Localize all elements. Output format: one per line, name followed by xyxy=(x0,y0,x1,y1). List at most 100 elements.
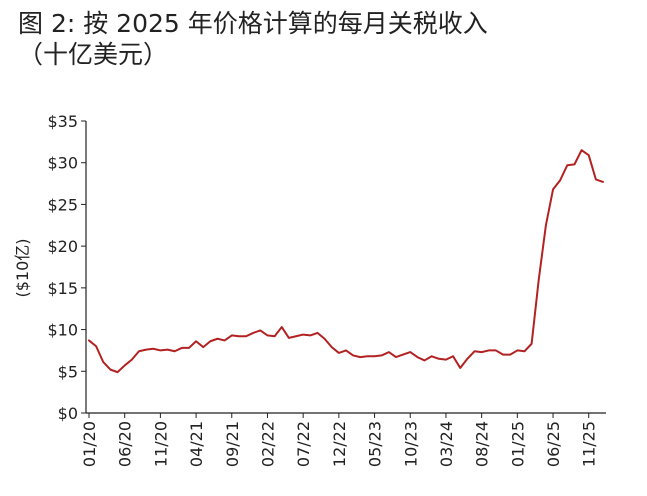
data-point xyxy=(595,178,597,180)
data-point xyxy=(302,333,304,336)
data-point xyxy=(259,329,261,332)
data-point xyxy=(281,326,283,328)
data-point xyxy=(88,339,90,342)
data-point xyxy=(345,349,347,352)
x-tick-label: 07/22 xyxy=(294,421,313,467)
data-point xyxy=(245,335,247,337)
data-point xyxy=(95,345,97,347)
data-point xyxy=(409,351,411,353)
x-tick-label: 05/23 xyxy=(366,421,385,467)
data-point xyxy=(545,224,547,226)
data-point xyxy=(481,351,483,353)
data-point xyxy=(338,352,340,354)
data-point xyxy=(116,371,119,373)
y-tick-label: $5 xyxy=(58,362,78,381)
data-point xyxy=(431,355,433,357)
x-tick-label: 06/20 xyxy=(116,421,135,467)
data-point xyxy=(388,351,390,353)
y-tick-label: $30 xyxy=(47,154,78,173)
data-point xyxy=(216,338,219,340)
data-point xyxy=(174,350,176,352)
data-point xyxy=(423,359,426,362)
x-tick-label: 12/22 xyxy=(330,421,349,467)
y-axis-label: ($10亿) xyxy=(13,238,32,297)
data-point xyxy=(231,334,233,337)
data-point xyxy=(366,355,369,357)
data-point xyxy=(359,356,361,358)
data-point xyxy=(502,354,504,356)
data-point xyxy=(373,355,376,357)
y-tick-label: $35 xyxy=(47,112,78,131)
x-tick-label: 01/25 xyxy=(508,421,527,467)
x-tick-label: 01/20 xyxy=(80,421,99,467)
x-tick-label: 10/23 xyxy=(401,421,420,467)
data-point xyxy=(566,164,568,166)
data-point xyxy=(531,343,533,345)
data-point xyxy=(188,347,190,349)
x-tick-label: 03/24 xyxy=(437,421,456,467)
data-point xyxy=(181,347,183,349)
data-point xyxy=(402,354,404,356)
data-point xyxy=(266,334,269,337)
data-point xyxy=(124,364,126,367)
series-layer xyxy=(88,149,604,374)
data-point xyxy=(381,354,383,357)
data-point xyxy=(495,349,497,352)
x-tick-label: 02/22 xyxy=(258,421,277,467)
x-tick-label: 04/21 xyxy=(187,421,206,467)
data-point xyxy=(224,339,226,342)
y-tick-label: $0 xyxy=(58,404,78,423)
data-point xyxy=(445,359,447,361)
data-point xyxy=(309,334,311,337)
data-point xyxy=(523,350,526,352)
data-point xyxy=(452,355,454,357)
chart-title: 图 2: 按 2025 年价格计算的每月关税收入 （十亿美元） xyxy=(18,8,638,70)
x-axis: 01/20 06/20 11/20 04/21 09/21 02/22 07/22 12/22… xyxy=(80,412,606,467)
data-point xyxy=(159,349,161,352)
data-point xyxy=(274,335,276,337)
data-point xyxy=(509,354,511,356)
data-point xyxy=(102,361,104,363)
data-point xyxy=(352,354,354,357)
chart-title-line-2: （十亿美元） xyxy=(18,40,169,69)
data-point xyxy=(438,358,440,360)
x-tick-label: 06/25 xyxy=(544,421,563,467)
y-tick-label: $15 xyxy=(47,279,78,298)
data-point xyxy=(466,358,468,360)
data-point xyxy=(109,369,112,371)
y-tick-label: $25 xyxy=(47,195,78,214)
data-point xyxy=(416,356,418,358)
data-point xyxy=(131,359,133,361)
data-point xyxy=(473,350,476,352)
data-point xyxy=(580,149,583,151)
data-point xyxy=(252,332,254,334)
data-point xyxy=(559,179,561,181)
data-point xyxy=(138,350,140,352)
chart-title-line-1: 图 2: 按 2025 年价格计算的每月关税收入 xyxy=(18,9,488,38)
data-point xyxy=(295,335,297,337)
series-line xyxy=(88,149,604,374)
data-point xyxy=(145,348,147,351)
y-axis: $0 $5 $10 $15 $20 $25 $30 $35 xyxy=(47,112,87,423)
data-point xyxy=(323,338,326,340)
data-point xyxy=(288,337,290,339)
data-point xyxy=(538,278,540,281)
data-point xyxy=(573,163,576,165)
x-tick-label: 09/21 xyxy=(223,421,242,467)
data-point xyxy=(238,335,240,337)
x-tick-label: 08/24 xyxy=(473,421,492,467)
y-tick-label: $10 xyxy=(47,321,78,340)
y-tick-label: $20 xyxy=(47,237,78,256)
data-point xyxy=(488,349,490,352)
data-point xyxy=(395,356,397,358)
x-tick-label: 11/25 xyxy=(580,421,599,467)
data-point xyxy=(316,332,319,334)
x-tick-label: 11/20 xyxy=(151,421,170,467)
data-point xyxy=(588,154,590,156)
data-point xyxy=(331,346,333,348)
data-point xyxy=(552,188,554,191)
data-point xyxy=(202,346,204,348)
data-point xyxy=(166,348,169,351)
data-point xyxy=(516,349,518,352)
data-point xyxy=(195,340,197,342)
